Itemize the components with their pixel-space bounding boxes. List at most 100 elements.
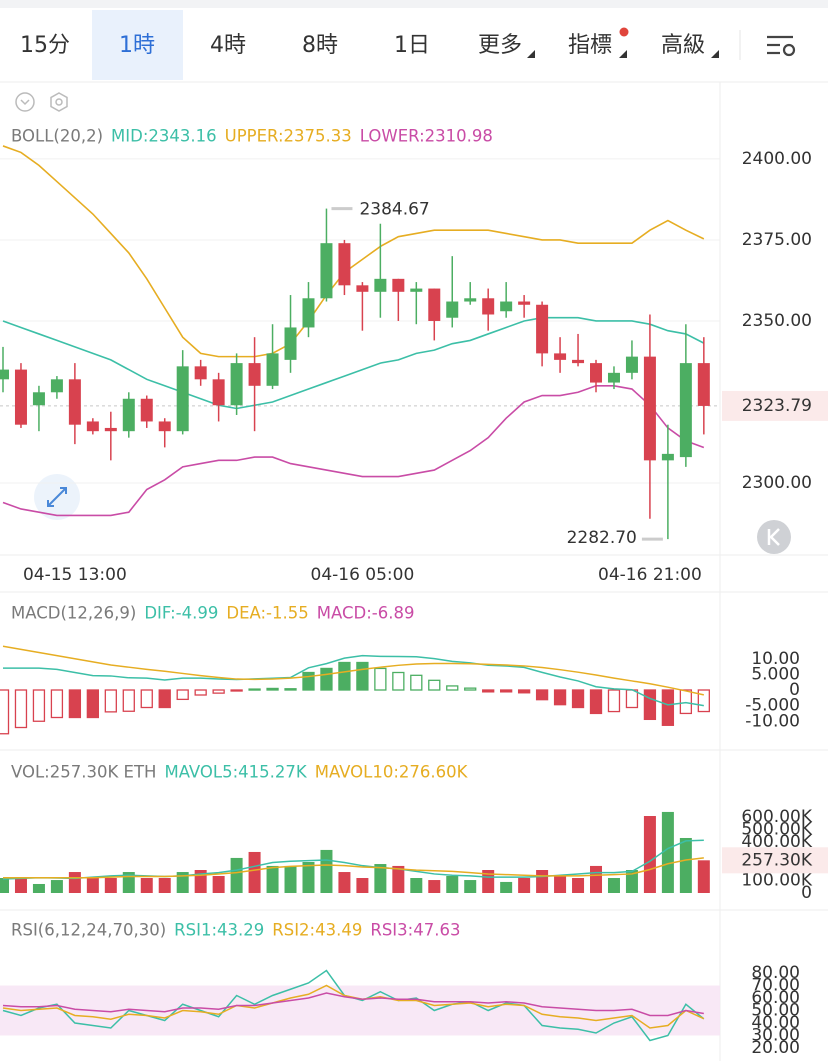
y-tick-label: 2350.00 — [742, 311, 812, 331]
macd-bar — [14, 689, 28, 729]
volume-bar — [284, 865, 297, 893]
volume-bar — [356, 878, 369, 893]
macd-bar — [446, 685, 459, 691]
macd-bar — [643, 689, 657, 721]
macd-bar — [500, 689, 513, 693]
volume-bar — [266, 865, 279, 893]
y-tick-label: 500.00K — [741, 819, 812, 839]
y-tick-label: 600.00K — [741, 807, 812, 827]
volume-bar — [32, 883, 45, 893]
legend-item: MACD(12,26,9) — [11, 604, 136, 623]
candle-body — [374, 278, 387, 292]
candle-body — [176, 366, 189, 432]
tab[interactable]: 1日 — [394, 33, 430, 58]
volume-last-bg — [722, 847, 828, 874]
volume-bar — [482, 870, 495, 893]
candle-body — [643, 356, 656, 461]
macd-bar — [302, 671, 315, 691]
candle-body — [302, 298, 315, 328]
candle-body — [410, 288, 423, 292]
tab[interactable]: 更多 — [478, 33, 522, 58]
volume-bar — [500, 881, 513, 893]
macd-bar — [158, 689, 171, 709]
x-tick-label: 04-15 13:00 — [23, 565, 127, 585]
volume-bar — [86, 878, 99, 893]
last-price-bg — [722, 390, 828, 421]
macd-bar — [410, 674, 423, 691]
legend-item: MID:2343.16 — [111, 127, 217, 146]
candle-body — [14, 369, 27, 425]
y-tick-label: 30.00 — [751, 1026, 800, 1046]
y-tick-label: 80.00 — [751, 963, 800, 983]
mavol-line — [3, 857, 704, 879]
volume-bar — [697, 860, 710, 893]
volume-bar — [572, 878, 585, 893]
macd-bar — [50, 689, 64, 719]
volume-bar — [607, 878, 620, 893]
macd-bar — [212, 689, 225, 694]
macd-bar — [32, 689, 46, 722]
tab[interactable]: 指標 — [568, 33, 612, 58]
boll-line — [2, 145, 705, 358]
y-tick-label: 5.000 — [751, 664, 800, 684]
volume-bar — [392, 865, 405, 893]
y-tick-label: 100.00K — [741, 870, 812, 890]
candle-body — [284, 327, 297, 360]
volume-bar — [320, 849, 333, 893]
candle-body — [230, 363, 243, 406]
legend-item: BOLL(20,2) — [11, 127, 103, 146]
tab[interactable]: 高級 — [661, 33, 705, 58]
candle-body — [446, 301, 459, 318]
volume-bar — [338, 872, 351, 893]
candle-body — [392, 278, 405, 292]
macd-bar — [140, 689, 153, 709]
macd-bar — [374, 667, 387, 691]
volume-bar — [464, 880, 477, 893]
x-tick-label: 04-16 21:00 — [598, 565, 702, 585]
y-tick-label: 10.00 — [751, 649, 800, 669]
candle-body — [140, 398, 153, 422]
panel-tools[interactable] — [15, 92, 68, 112]
macd-bar — [230, 689, 243, 692]
candle-body — [266, 353, 279, 386]
macd-bar — [392, 671, 405, 691]
candle-body — [194, 366, 207, 380]
legend-item: RSI(6,12,24,70,30) — [11, 921, 166, 940]
candle-body — [212, 379, 225, 406]
legend-item: LOWER:2310.98 — [360, 127, 493, 146]
x-tick-label: 04-16 05:00 — [311, 565, 415, 585]
candle-body — [554, 353, 567, 360]
mavol-line — [2, 839, 704, 880]
volume-bar — [14, 878, 27, 893]
volume-bar — [661, 811, 674, 893]
expand-button[interactable] — [34, 474, 80, 520]
volume-bar — [536, 870, 549, 893]
scroll-latest-button[interactable] — [757, 520, 791, 554]
boll-line — [2, 316, 705, 410]
high-label: 2384.67 — [359, 200, 429, 220]
macd-bar — [0, 689, 10, 735]
legend-item: UPPER:2375.33 — [225, 127, 352, 146]
tab[interactable]: 1時 — [119, 33, 155, 58]
candle-body — [428, 288, 441, 321]
candle-body — [338, 243, 351, 286]
macd-bar — [68, 689, 82, 719]
macd-bar — [535, 689, 549, 701]
settings-icon[interactable] — [767, 35, 796, 57]
dropdown-arrows — [527, 50, 719, 58]
candle-body — [86, 421, 99, 432]
tab[interactable]: 8時 — [302, 33, 338, 58]
macd-bar — [482, 689, 495, 693]
macd-bar — [428, 679, 441, 691]
volume-bar — [68, 872, 81, 893]
macd-bar — [338, 661, 351, 691]
macd-bar — [679, 689, 693, 715]
y-tick-label: 2300.00 — [742, 473, 812, 493]
macd-bar — [320, 667, 333, 691]
volume-bar — [158, 878, 171, 893]
volume-bar — [679, 837, 692, 893]
tab[interactable]: 15分 — [20, 33, 70, 58]
tab[interactable]: 4時 — [210, 33, 246, 58]
volume-bar — [230, 857, 243, 893]
